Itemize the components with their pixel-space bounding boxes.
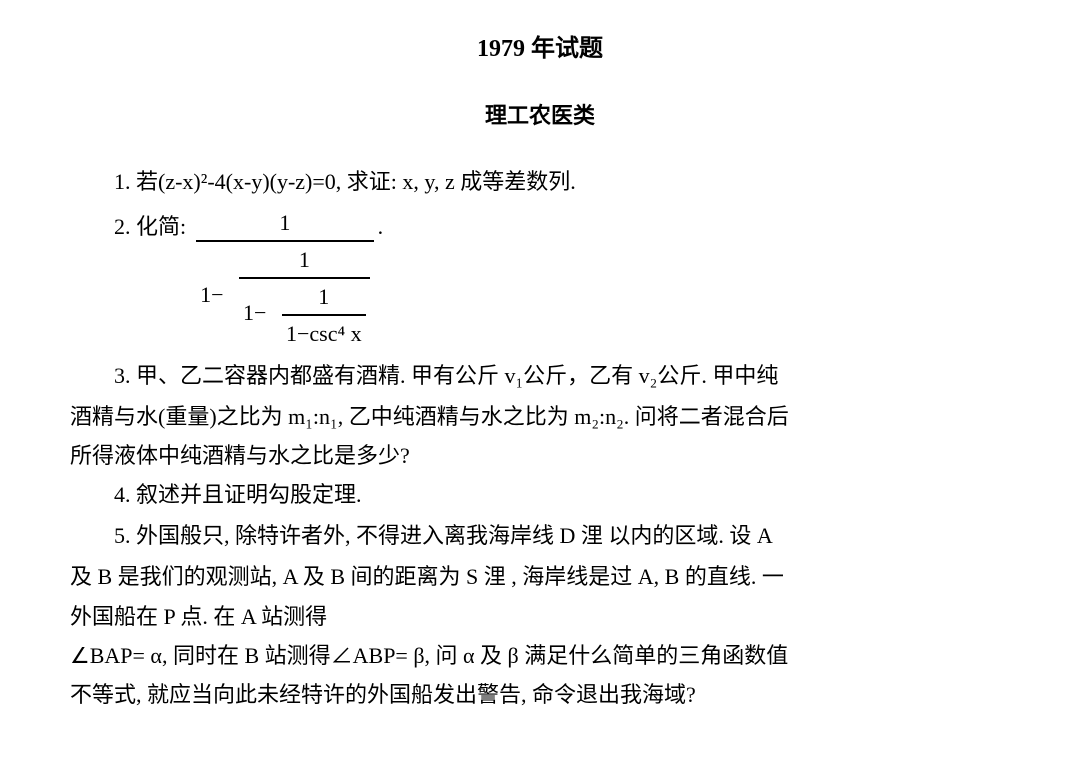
fraction-outer: 1 1− 1 1− 1 1−csc⁴ x — [196, 205, 374, 352]
question-4: 4. 叙述并且证明勾股定理. — [70, 477, 1010, 512]
frac-numerator-1: 1 — [196, 205, 374, 242]
q2-period: . — [378, 205, 384, 244]
question-5-line2: 及 B 是我们的观测站, A 及 B 间的距离为 S 浬 , 海岸线是过 A, … — [70, 559, 1010, 594]
page-title: 1979 年试题 — [70, 30, 1010, 68]
question-3-line3: 所得液体中纯酒精与水之比是多少? — [70, 438, 1010, 473]
frac-numerator-3: 1 — [282, 279, 366, 316]
question-3-line1: 3. 甲、乙二容器内都盛有酒精. 甲有公斤 v₁公斤，乙有 v₂公斤. 甲中纯 — [70, 358, 1010, 393]
page-subtitle: 理工农医类 — [70, 98, 1010, 133]
question-1: 1. 若(z-x)²-4(x-y)(y-z)=0, 求证: x, y, z 成等… — [70, 164, 1010, 199]
frac-numerator-2: 1 — [239, 242, 370, 279]
question-3-line2: 酒精与水(重量)之比为 m₁:n₁, 乙中纯酒精与水之比为 m₂:n₂. 问将二… — [70, 399, 1010, 434]
frac-denominator-1: 1− 1 1− 1 1−csc⁴ x — [196, 242, 374, 352]
frac-denominator-2: 1− 1 1−csc⁴ x — [239, 279, 370, 351]
question-5-line3: 外国船在 P 点. 在 A 站测得 — [70, 599, 1010, 634]
frac-d2-left: 1− — [243, 300, 266, 325]
question-5-line1: 5. 外国般只, 除特许者外, 不得进入离我海岸线 D 浬 以内的区域. 设 A — [70, 518, 1010, 553]
frac-denominator-3: 1−csc⁴ x — [282, 316, 366, 351]
question-5-line5: 不等式, 就应当向此未经特许的外国船发出警告, 命令退出我海域? — [70, 677, 1010, 712]
q2-label: 2. 化简: — [70, 205, 186, 244]
question-5-line4: ∠BAP= α, 同时在 B 站测得∠ABP= β, 问 α 及 β 满足什么简… — [70, 638, 1010, 673]
question-2: 2. 化简: 1 1− 1 1− 1 1−csc⁴ x . — [70, 205, 1010, 352]
frac-d1-left: 1− — [200, 282, 223, 307]
fraction-mid: 1 1− 1 1−csc⁴ x — [239, 242, 370, 352]
fraction-inner: 1 1−csc⁴ x — [282, 279, 366, 351]
